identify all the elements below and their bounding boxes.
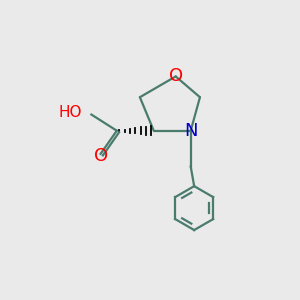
Text: N: N (184, 122, 197, 140)
Text: O: O (94, 147, 108, 165)
Text: HO: HO (58, 105, 82, 120)
Text: O: O (169, 68, 183, 85)
